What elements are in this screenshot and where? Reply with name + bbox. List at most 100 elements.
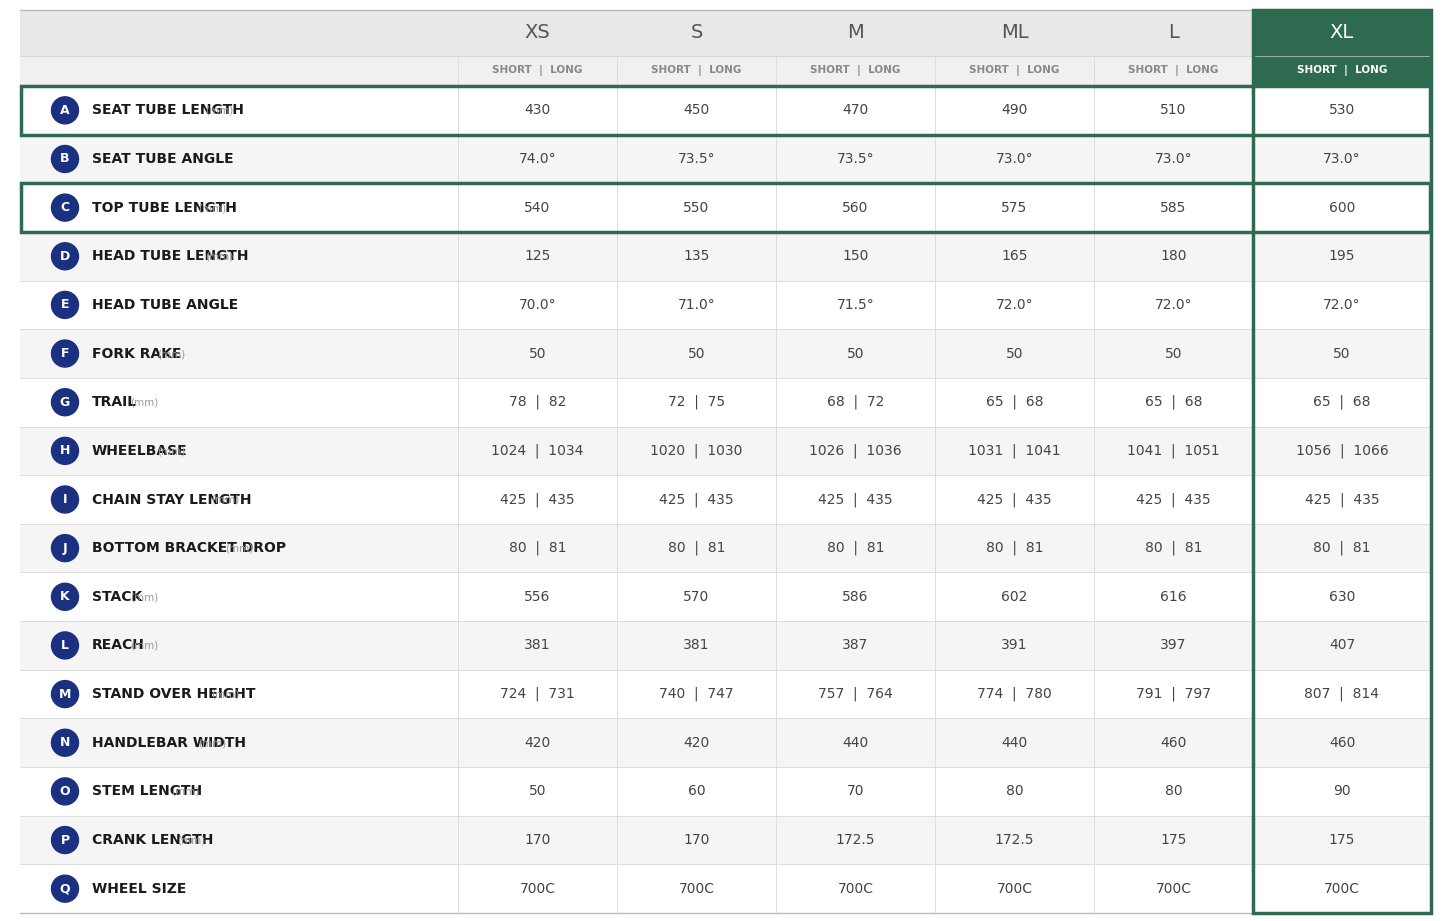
Text: 60: 60 [688, 785, 705, 799]
Text: 381: 381 [683, 638, 710, 652]
Text: 50: 50 [528, 785, 546, 799]
Text: 72.0°: 72.0° [1155, 297, 1193, 312]
Text: 70.0°: 70.0° [518, 297, 556, 312]
Text: STAND OVER HEIGHT: STAND OVER HEIGHT [91, 687, 255, 701]
Text: (mm): (mm) [171, 787, 199, 797]
Text: 586: 586 [842, 589, 869, 604]
Text: 550: 550 [683, 201, 710, 215]
Text: 165: 165 [1001, 250, 1027, 263]
Text: 172.5: 172.5 [836, 833, 875, 847]
Text: 73.0°: 73.0° [1155, 152, 1193, 166]
Text: 71.5°: 71.5° [837, 297, 875, 312]
Text: 440: 440 [843, 736, 869, 750]
Bar [20, 281, 1431, 329]
Text: M: M [847, 24, 863, 42]
Text: 50: 50 [688, 346, 705, 360]
Text: 440: 440 [1001, 736, 1027, 750]
Text: WHEELBASE: WHEELBASE [91, 444, 187, 458]
Text: 460: 460 [1329, 736, 1355, 750]
Text: 530: 530 [1329, 103, 1355, 117]
Text: 65  |  68: 65 | 68 [1145, 395, 1203, 410]
Text: 490: 490 [1001, 103, 1027, 117]
Text: 1026  |  1036: 1026 | 1036 [810, 444, 903, 458]
Text: 616: 616 [1161, 589, 1187, 604]
Text: TOP TUBE LENGTH: TOP TUBE LENGTH [91, 201, 237, 215]
Circle shape [51, 243, 78, 270]
Text: 724  |  731: 724 | 731 [501, 687, 575, 701]
Text: 740  |  747: 740 | 747 [659, 687, 734, 701]
Text: 172.5: 172.5 [995, 833, 1035, 847]
Text: 420: 420 [683, 736, 710, 750]
Bar [1254, 56, 1431, 86]
Text: FORK RAKE: FORK RAKE [91, 346, 181, 360]
Text: B: B [61, 153, 70, 166]
Bar [20, 524, 1431, 573]
Text: I: I [62, 493, 67, 506]
Text: F: F [61, 347, 70, 360]
Text: 80  |  81: 80 | 81 [827, 541, 884, 555]
Bar [20, 378, 1431, 426]
Circle shape [51, 826, 78, 854]
Text: 175: 175 [1161, 833, 1187, 847]
Bar [20, 718, 1431, 767]
Text: 807  |  814: 807 | 814 [1304, 687, 1380, 701]
Text: (mm): (mm) [212, 690, 239, 700]
Text: Q: Q [59, 882, 70, 895]
Text: 72.0°: 72.0° [995, 297, 1033, 312]
Text: 80  |  81: 80 | 81 [1145, 541, 1203, 555]
Text: 540: 540 [524, 201, 550, 215]
Text: (mm): (mm) [225, 543, 254, 554]
Text: 630: 630 [1329, 589, 1355, 604]
Text: (mm): (mm) [205, 106, 234, 116]
Text: 420: 420 [524, 736, 550, 750]
Text: (mm): (mm) [212, 495, 239, 505]
Bar [20, 183, 1431, 232]
Text: 73.0°: 73.0° [995, 152, 1033, 166]
Text: 700C: 700C [1323, 881, 1360, 896]
Text: 560: 560 [843, 201, 869, 215]
Circle shape [51, 146, 78, 172]
Text: (mm): (mm) [177, 835, 206, 845]
Text: 135: 135 [683, 250, 710, 263]
Text: 460: 460 [1161, 736, 1187, 750]
Text: J: J [62, 542, 67, 554]
Text: 65  |  68: 65 | 68 [985, 395, 1043, 410]
Text: 425  |  435: 425 | 435 [1304, 492, 1380, 507]
Text: XL: XL [1331, 24, 1354, 42]
Circle shape [51, 194, 78, 221]
Circle shape [51, 778, 78, 805]
Text: 175: 175 [1329, 833, 1355, 847]
Text: 125: 125 [524, 250, 551, 263]
Text: (mm): (mm) [131, 592, 158, 602]
Text: WHEEL SIZE: WHEEL SIZE [91, 881, 186, 896]
Bar [20, 134, 1431, 183]
Bar [20, 183, 1431, 232]
Text: L: L [1168, 24, 1178, 42]
Text: D: D [59, 250, 70, 262]
Text: A: A [59, 104, 70, 117]
Bar [20, 10, 1254, 56]
Circle shape [51, 729, 78, 756]
Bar [20, 56, 1254, 86]
Bar [20, 670, 1431, 718]
Text: 74.0°: 74.0° [518, 152, 556, 166]
Text: SHORT  |  LONG: SHORT | LONG [492, 65, 583, 76]
Text: REACH: REACH [91, 638, 145, 652]
Text: (mm): (mm) [205, 251, 234, 262]
Text: (mm): (mm) [157, 447, 186, 456]
Text: 1041  |  1051: 1041 | 1051 [1127, 444, 1220, 458]
Text: 78  |  82: 78 | 82 [509, 395, 566, 410]
Text: (mm): (mm) [131, 398, 158, 408]
Circle shape [51, 340, 78, 367]
Text: 50: 50 [528, 346, 546, 360]
Text: 757  |  764: 757 | 764 [818, 687, 892, 701]
Text: 700C: 700C [679, 881, 714, 896]
Text: 391: 391 [1001, 638, 1027, 652]
Text: 195: 195 [1329, 250, 1355, 263]
Text: 425  |  435: 425 | 435 [501, 492, 575, 507]
Text: 381: 381 [524, 638, 551, 652]
Text: 510: 510 [1161, 103, 1187, 117]
Text: 68  |  72: 68 | 72 [827, 395, 884, 410]
Text: 80  |  81: 80 | 81 [667, 541, 726, 555]
Text: 470: 470 [843, 103, 869, 117]
